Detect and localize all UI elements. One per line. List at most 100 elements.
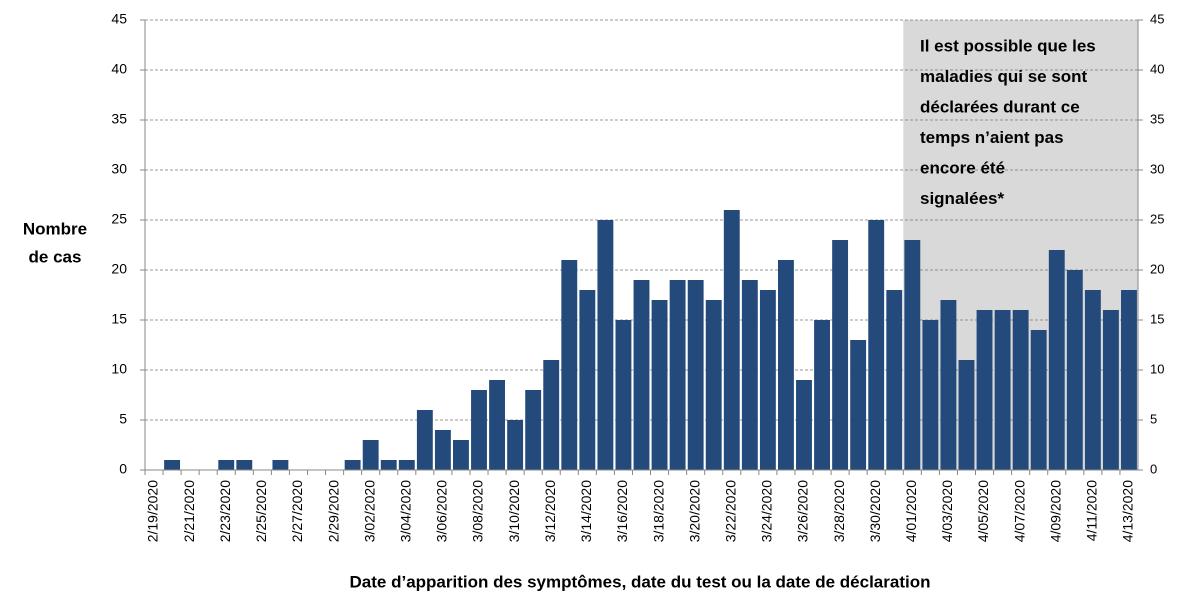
y-axis-title: Nombre [23,219,87,238]
annotation: déclarées durant ce [920,97,1080,116]
x-tick-label: 3/16/2020 [614,480,630,542]
y2-tick-label: 40 [1150,61,1164,76]
x-tick-label: 2/21/2020 [181,480,197,542]
y-tick-label: 45 [111,11,127,27]
x-tick-label: 3/08/2020 [470,480,486,542]
bar [723,210,740,470]
annotation: Il est possible que les [920,36,1096,55]
y-tick-label: 15 [111,311,127,327]
y2-tick-label: 30 [1150,161,1164,176]
bar [904,240,921,470]
bar [705,300,722,470]
bar [218,460,235,470]
y-tick-label: 5 [119,411,127,427]
y2-tick-label: 15 [1150,311,1164,326]
bar [1048,250,1065,470]
x-tick-label: 3/04/2020 [397,480,413,542]
x-tick-label: 3/12/2020 [542,480,558,542]
x-tick-label: 3/24/2020 [759,480,775,542]
x-tick-label: 2/23/2020 [217,480,233,542]
y-tick-label: 0 [119,461,127,477]
bar [615,320,632,470]
bar [380,460,397,470]
x-axis-title: Date d’apparition des symptômes, date du… [350,572,931,591]
x-tick-label: 4/11/2020 [1084,480,1100,541]
y2-tick-label: 5 [1150,411,1157,426]
bar [741,280,758,470]
bar [543,360,560,470]
y2-tick-label: 25 [1150,211,1164,226]
y-tick-label: 25 [111,211,127,227]
bar [994,310,1011,470]
annotation: temps n’aient pas [920,128,1064,147]
y-tick-label: 30 [111,161,127,177]
bar [362,440,379,470]
x-tick-label: 3/26/2020 [795,480,811,542]
y-tick-label: 35 [111,111,127,127]
bar [759,290,776,470]
x-tick-label: 3/20/2020 [686,480,702,542]
bar [344,460,361,470]
bar [398,460,415,470]
bar [434,430,451,470]
annotation: maladies qui se sont [920,67,1088,86]
bar [416,410,433,470]
bar [1084,290,1101,470]
x-tick-label: 2/27/2020 [289,480,305,542]
x-tick-label: 4/09/2020 [1047,480,1063,542]
x-tick-label: 4/03/2020 [939,480,955,542]
bar [669,280,686,470]
bar [489,380,506,470]
bar [272,460,289,470]
bar [958,360,975,470]
bar [236,460,253,470]
annotation: encore été [920,158,1005,177]
bar [832,240,849,470]
y-tick-label: 20 [111,261,127,277]
x-tick-label: 4/07/2020 [1011,480,1027,542]
y2-tick-label: 10 [1150,361,1164,376]
y2-tick-label: 45 [1150,11,1164,26]
y-axis-title: de cas [29,247,82,266]
x-tick-label: 2/19/2020 [145,480,161,542]
bar [651,300,668,470]
bar [850,340,867,470]
bar [1012,310,1029,470]
bar [1121,290,1137,470]
bar [796,380,812,470]
bar [922,320,939,470]
y2-tick-label: 20 [1150,261,1164,276]
x-tick-label: 3/10/2020 [506,480,522,542]
x-tick-label: 2/29/2020 [325,480,341,542]
bar [453,440,469,470]
bar [814,320,830,470]
x-tick-label: 4/13/2020 [1120,480,1136,542]
bar [1030,330,1047,470]
y-tick-label: 10 [111,361,127,377]
bar [940,300,957,470]
x-tick-label: 3/30/2020 [867,480,883,542]
bar [777,260,794,470]
y2-tick-label: 0 [1150,461,1157,476]
y2-tick-label: 35 [1150,111,1164,126]
x-tick-label: 3/22/2020 [722,480,738,542]
x-tick-label: 3/06/2020 [434,480,450,542]
bar [886,290,903,470]
x-tick-label: 3/02/2020 [361,480,377,542]
bar [1066,270,1083,470]
x-tick-label: 3/28/2020 [831,480,847,542]
x-tick-label: 2/25/2020 [253,480,269,542]
bar [868,220,885,470]
x-tick-label: 3/14/2020 [578,480,594,542]
bar [579,290,596,470]
bar [633,280,650,470]
bar [507,420,524,470]
bar [597,220,614,470]
bar [976,310,993,470]
bar [1102,310,1119,470]
annotation: signalées* [920,189,1004,208]
bar [164,460,181,470]
bar [561,260,578,470]
bar [687,280,704,470]
